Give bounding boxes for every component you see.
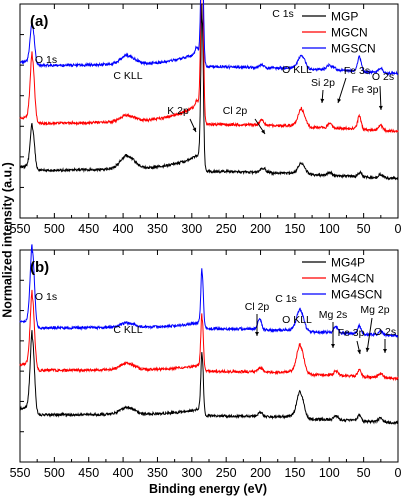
x-tick-label: 0 <box>395 466 401 480</box>
peak-annotation: O 1s <box>35 291 57 303</box>
x-tick-label: 100 <box>319 466 340 480</box>
x-tick-label: 150 <box>284 466 305 480</box>
peak-annotation: Fe 3s <box>344 65 370 77</box>
series-line-mgp <box>19 3 399 181</box>
annotation-arrow <box>337 77 347 104</box>
x-tick-label: 0 <box>395 222 401 236</box>
peak-annotation: C 1s <box>275 293 297 305</box>
legend-label: MGSCN <box>331 42 376 56</box>
x-tick-label: 150 <box>284 222 305 236</box>
peak-annotation: O KLL <box>282 314 312 326</box>
x-tick-label: 50 <box>357 222 371 236</box>
x-tick-label: 550 <box>10 466 31 480</box>
annotation-arrow <box>366 317 373 353</box>
peak-annotation: Fe 3p <box>352 84 379 96</box>
legend-label: MGCN <box>331 26 368 40</box>
peak-annotation: C KLL <box>113 70 142 82</box>
series-line-mgcn <box>19 0 399 134</box>
x-tick-label: 350 <box>147 466 168 480</box>
peak-annotation: Si 2p <box>311 77 335 89</box>
x-tick-label: 400 <box>113 466 134 480</box>
x-tick-label: 200 <box>250 222 271 236</box>
legend-label: MGP <box>331 10 358 24</box>
peak-annotation: Mg 2p <box>360 304 389 316</box>
series-line-mg4scn <box>19 244 399 338</box>
x-tick-label: 500 <box>44 222 65 236</box>
x-tick-label: 450 <box>78 222 99 236</box>
x-tick-label: 450 <box>78 466 99 480</box>
peak-annotation: O KLL <box>282 64 312 76</box>
annotation-arrowhead <box>255 331 259 336</box>
legend-label: MG4SCN <box>331 288 382 302</box>
panel-label: (a) <box>30 13 48 30</box>
peak-annotation: C KLL <box>113 324 142 336</box>
y-axis-label: Normalized intensity (a.u.) <box>0 162 14 318</box>
x-tick-label: 550 <box>10 222 31 236</box>
peak-annotation: Fe 3p <box>338 327 365 339</box>
annotation-arrowhead <box>337 98 342 103</box>
x-tick-label: 350 <box>147 222 168 236</box>
series-line-mg4p <box>19 330 399 426</box>
panel-a: 550 500 450 400 350 300 250 200 150 100 50 0(a) MGPM… <box>10 0 401 236</box>
annotation-arrowhead <box>383 348 387 353</box>
annotation-arrowhead <box>261 129 265 134</box>
x-tick-label: 300 <box>181 222 202 236</box>
peak-annotation: K 2p <box>167 105 189 117</box>
x-tick-label: 400 <box>113 222 134 236</box>
peak-annotation: Cl 2p <box>245 301 270 313</box>
x-tick-label: 50 <box>357 466 371 480</box>
annotation-arrowhead <box>365 347 370 352</box>
series-line-mgscn <box>19 0 399 76</box>
x-tick-label: 500 <box>44 466 65 480</box>
peak-annotation: O 2s <box>372 71 394 83</box>
x-tick-label: 250 <box>216 222 237 236</box>
peak-annotation: O 1s <box>35 54 57 66</box>
legend-label: MG4P <box>331 256 365 270</box>
annotation-arrowhead <box>378 105 383 110</box>
peak-annotation: C 1s <box>272 8 294 20</box>
legend-label: MG4CN <box>331 272 374 286</box>
peak-annotation: Mg 2s <box>319 309 348 321</box>
peak-annotation: Cl 2p <box>223 105 248 117</box>
annotation-arrowhead <box>320 98 325 103</box>
x-axis-label: Binding energy (eV) <box>149 482 267 496</box>
x-tick-label: 300 <box>181 466 202 480</box>
series-line-mg4cn <box>19 289 399 382</box>
x-tick-label: 100 <box>319 222 340 236</box>
annotation-arrowhead <box>331 343 335 348</box>
x-tick-label: 200 <box>250 466 271 480</box>
annotation-arrowhead <box>357 349 361 354</box>
panel-b: 550 500 450 400 350 300 250 200 150 100 50 0(b) MG4P… <box>10 244 401 480</box>
panel-label: (b) <box>30 259 49 276</box>
peak-annotation: O 2s <box>374 326 396 338</box>
annotation-arrowhead <box>192 127 197 132</box>
x-tick-label: 250 <box>216 466 237 480</box>
